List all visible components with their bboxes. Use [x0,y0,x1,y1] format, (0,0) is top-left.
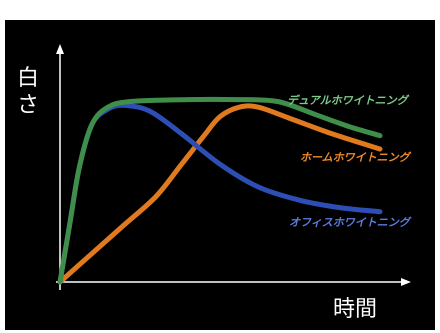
x-axis-arrow [401,278,411,286]
chart-background [5,20,435,330]
series-label-home-whitening: ホームホワイトニング [300,151,412,164]
y-axis-title-2: さ [17,93,39,118]
series-label-dual-whitening: デュアルホワイトニング [287,94,410,107]
series-line-dual-whitening [57,96,383,285]
x-axis-title: 時間 [333,297,377,322]
y-axis-title-1: 白 [17,66,39,91]
series-label-office-whitening: オフィスホワイトニング [289,216,412,229]
series-line-home-whitening [57,103,383,285]
y-axis-arrow [56,44,64,54]
